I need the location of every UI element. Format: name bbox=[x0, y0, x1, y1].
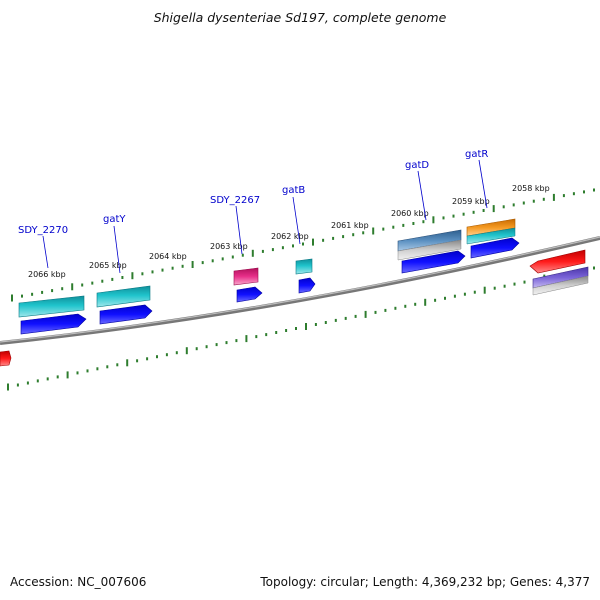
map-title: Shigella dysenteriae Sd197, complete gen… bbox=[153, 10, 447, 25]
tick-row-outer bbox=[11, 188, 595, 302]
gene-label-gaty[interactable]: gatY bbox=[103, 214, 126, 225]
gene-sdy-2270[interactable] bbox=[18, 295, 87, 335]
kbp-label: 2065 kbp bbox=[89, 261, 127, 270]
gene-label-gatb[interactable]: gatB bbox=[282, 185, 305, 196]
gene-left-edge[interactable] bbox=[0, 350, 12, 367]
gene-gatr[interactable] bbox=[466, 218, 520, 259]
kbp-label: 2058 kbp bbox=[512, 184, 550, 193]
gene-right-edge[interactable] bbox=[529, 249, 589, 296]
gene-label-gatd[interactable]: gatD bbox=[405, 160, 429, 171]
genome-summary: Topology: circular; Length: 4,369,232 bp… bbox=[260, 575, 590, 589]
kbp-label: 2061 kbp bbox=[331, 221, 369, 230]
gene-gaty[interactable] bbox=[96, 285, 153, 325]
kbp-label: 2060 kbp bbox=[391, 209, 429, 218]
kbp-label: 2062 kbp bbox=[271, 232, 309, 241]
gene-gatd[interactable] bbox=[397, 229, 466, 274]
gene-label-sdy-2270[interactable]: SDY_2270 bbox=[18, 225, 68, 236]
genome-backbone bbox=[0, 236, 600, 345]
kbp-label: 2059 kbp bbox=[452, 197, 490, 206]
accession-text: Accession: NC_007606 bbox=[10, 575, 147, 589]
gene-label-sdy-2267[interactable]: SDY_2267 bbox=[210, 195, 260, 206]
kbp-label: 2066 kbp bbox=[28, 270, 66, 279]
gene-label-gatr[interactable]: gatR bbox=[465, 149, 488, 160]
kbp-labels: 2066 kbp 2065 kbp 2064 kbp 2063 kbp 2062… bbox=[28, 184, 550, 279]
kbp-label: 2064 kbp bbox=[149, 252, 187, 261]
gene-gatb[interactable] bbox=[295, 258, 316, 294]
gene-labels: SDY_2270 gatY SDY_2267 gatB gatD gatR bbox=[18, 149, 488, 274]
kbp-label: 2063 kbp bbox=[210, 242, 248, 251]
gene-sdy-2267[interactable] bbox=[233, 267, 263, 303]
